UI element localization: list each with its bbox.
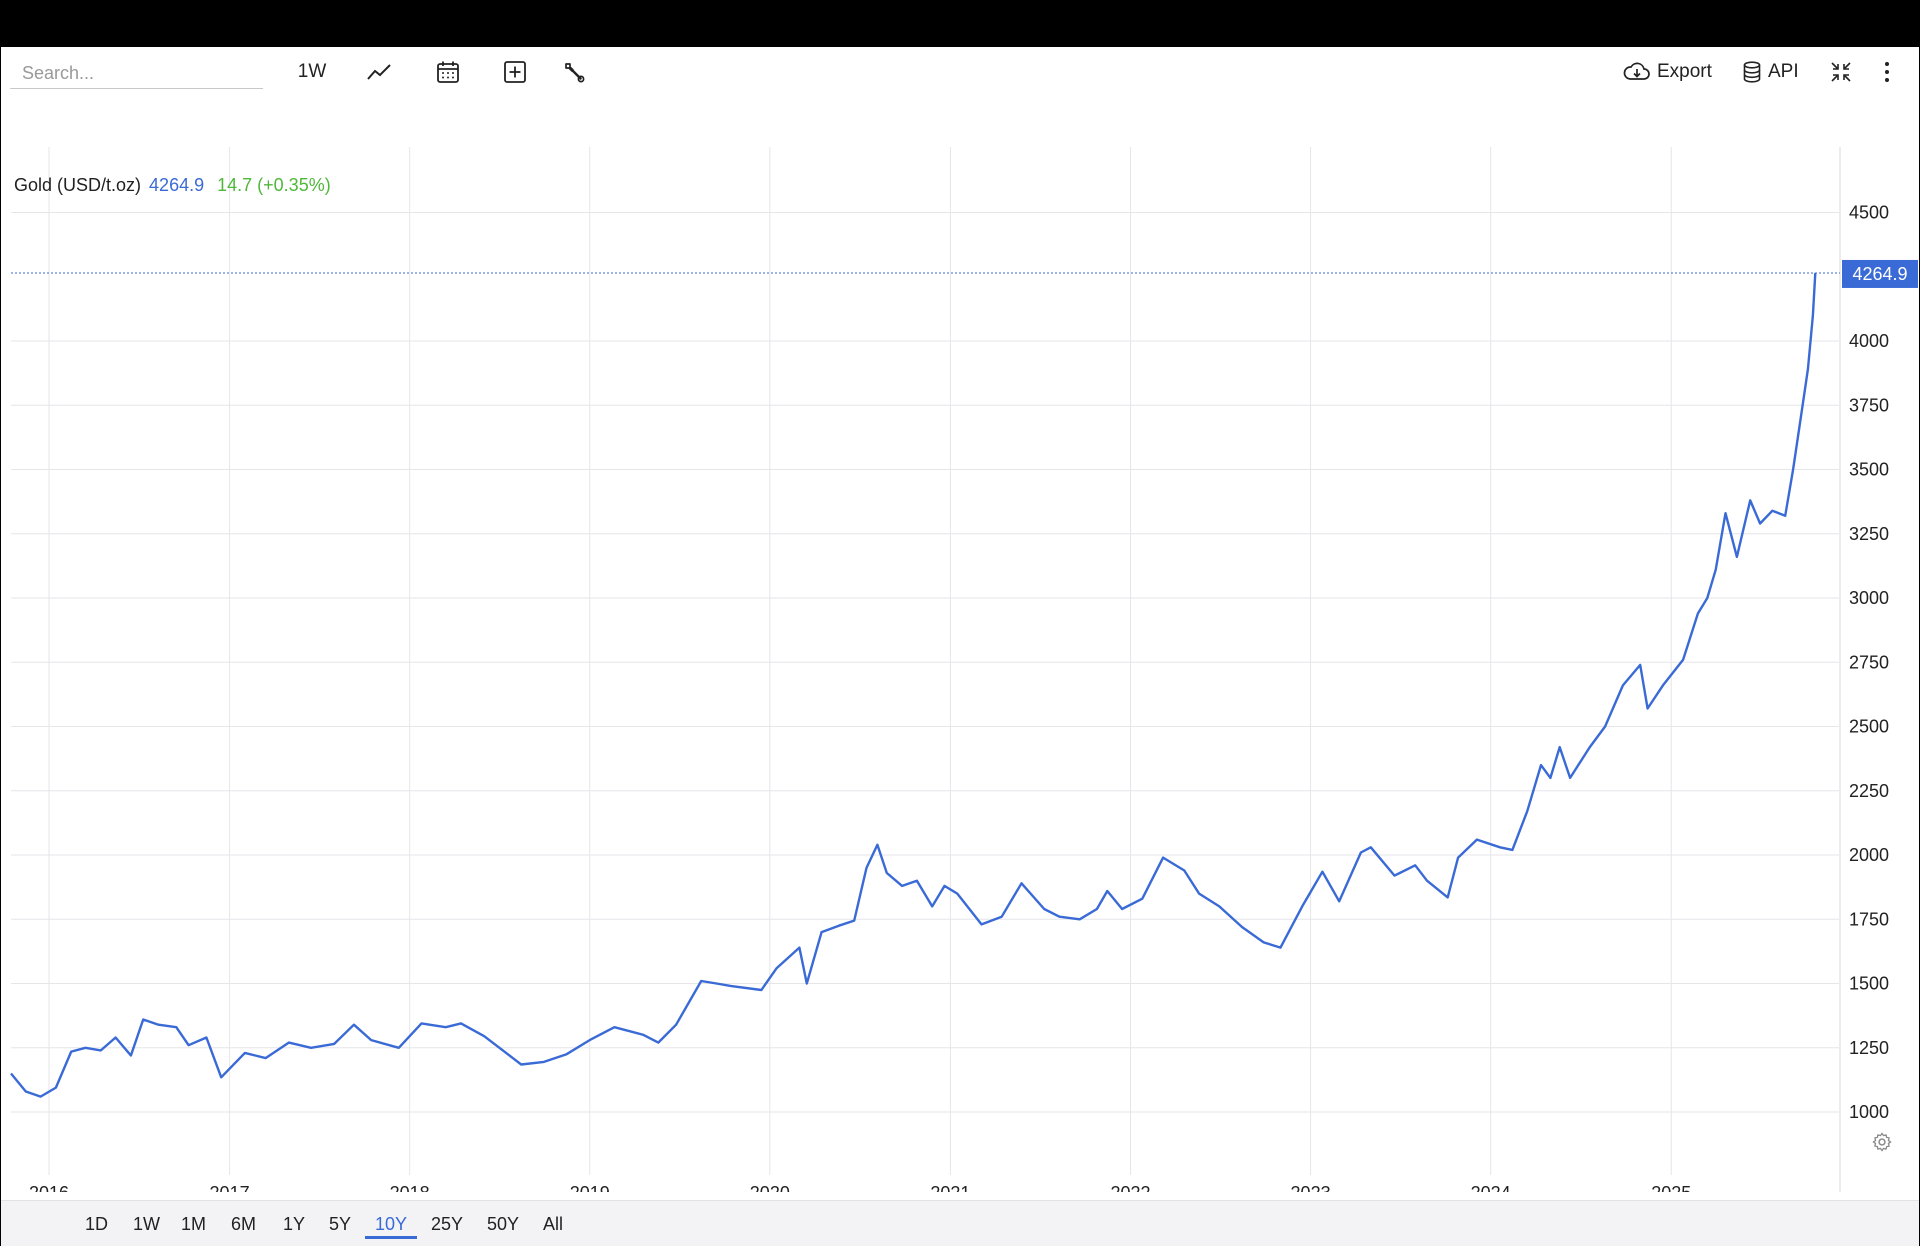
cloud-download-icon <box>1623 62 1650 80</box>
range-button-all[interactable]: All <box>543 1214 564 1234</box>
x-axis-tick-label: 2025 <box>1651 1183 1691 1192</box>
y-axis-tick-label: 1000 <box>1849 1102 1889 1122</box>
y-axis-tick-label: 2000 <box>1849 845 1889 865</box>
line-chart-type-button[interactable] <box>363 57 395 87</box>
range-button-1m[interactable]: 1M <box>181 1214 207 1234</box>
y-axis-tick-label: 3750 <box>1849 395 1889 415</box>
y-axis-tick-label: 3000 <box>1849 588 1889 608</box>
export-button[interactable]: Export <box>1623 57 1712 87</box>
wrench-icon <box>565 63 585 83</box>
range-button-1y[interactable]: 1Y <box>283 1214 306 1234</box>
range-button-25y[interactable]: 25Y <box>431 1214 464 1234</box>
y-axis-tick-label: 1750 <box>1849 909 1889 929</box>
x-axis-tick-label: 2019 <box>570 1183 610 1192</box>
legend-change: 14.7 (+0.35%) <box>217 175 331 195</box>
y-axis-tick-label: 2500 <box>1849 717 1889 737</box>
api-button[interactable]: API <box>1742 57 1799 87</box>
collapse-icon <box>1831 62 1851 82</box>
collapse-button[interactable] <box>1826 57 1856 87</box>
range-button-6m[interactable]: 6M <box>231 1214 257 1234</box>
range-button-1d[interactable]: 1D <box>85 1214 109 1234</box>
x-axis-tick-label: 2021 <box>930 1183 970 1192</box>
price-series-line <box>10 272 1817 1098</box>
chart-settings-gear-icon[interactable] <box>1871 1131 1893 1153</box>
gold-price-chart[interactable]: 1000 1250 1500 1750 2000 2250 2500 2750 3000 3250… <box>1 97 1919 1192</box>
export-label: Export <box>1657 61 1712 82</box>
add-comparison-button[interactable] <box>499 57 531 87</box>
interval-label: 1W <box>297 61 327 82</box>
y-axis-tick-label: 3250 <box>1849 524 1889 544</box>
y-axis-tick-label: 3500 <box>1849 460 1889 480</box>
toolbar: 1W <box>1 47 1919 97</box>
last-price-tag <box>1842 259 1918 288</box>
interval-button[interactable]: 1W <box>294 57 330 87</box>
x-axis-tick-label: 2024 <box>1471 1183 1511 1192</box>
more-options-button[interactable] <box>1877 57 1897 87</box>
chart-area: 1000 1250 1500 1750 2000 2250 2500 2750 3000 3250… <box>1 97 1919 1192</box>
legend-price: 4264.9 <box>149 175 205 195</box>
range-button-50y[interactable]: 50Y <box>487 1214 520 1234</box>
x-axis-tick-label: 2022 <box>1110 1183 1150 1192</box>
more-vertical-icon <box>1885 62 1889 82</box>
chart-panel: 1W <box>1 47 1919 1246</box>
x-axis-tick-label: 2017 <box>210 1183 250 1192</box>
search-input[interactable] <box>10 59 263 89</box>
top-black-bar <box>0 0 1920 47</box>
y-axis-tick-label: 1250 <box>1849 1038 1889 1058</box>
calendar-icon <box>437 61 459 83</box>
y-axis-tick-label: 4500 <box>1849 203 1889 223</box>
line-chart-icon <box>367 64 391 80</box>
range-button-5y[interactable]: 5Y <box>329 1214 352 1234</box>
x-axis-tick-label: 2023 <box>1291 1183 1331 1192</box>
y-axis-tick-label: 2750 <box>1849 652 1889 672</box>
x-axis-tick-label: 2020 <box>750 1183 790 1192</box>
chart-legend: Gold (USD/t.oz) 4264.9 14.7 (+0.35%) <box>14 175 331 196</box>
legend-series-name: Gold (USD/t.oz) <box>14 175 142 195</box>
y-axis-tick-label: 2250 <box>1849 781 1889 801</box>
range-button-1w[interactable]: 1W <box>133 1214 160 1234</box>
y-axis-tick-label: 4000 <box>1849 331 1889 351</box>
x-axis-tick-label: 2018 <box>390 1183 430 1192</box>
range-button-10y[interactable]: 10Y <box>365 1209 418 1239</box>
x-axis-tick-label: 2016 <box>29 1183 69 1192</box>
api-label: API <box>1768 61 1799 82</box>
plus-square-icon <box>504 61 526 83</box>
date-range-button[interactable] <box>432 57 464 87</box>
last-price-tag-label: 4264.9 <box>1852 264 1907 284</box>
range-selector-bar: 1D 1W 1M 6M 1Y 5Y 10Y 25Y 50Y All <box>1 1200 1919 1246</box>
database-icon <box>1743 61 1761 83</box>
y-axis-tick-label: 1500 <box>1849 974 1889 994</box>
settings-tools-button[interactable] <box>558 57 590 87</box>
